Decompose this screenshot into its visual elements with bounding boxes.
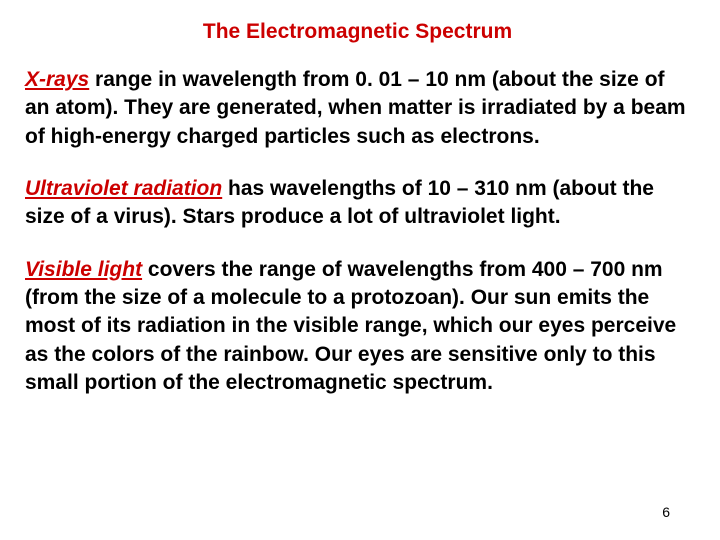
paragraph-xrays: X-rays range in wavelength from 0. 01 – … bbox=[25, 66, 690, 151]
paragraph-visible: Visible light covers the range of wavele… bbox=[25, 256, 690, 398]
page-number: 6 bbox=[662, 504, 670, 520]
slide-title: The Electromagnetic Spectrum bbox=[25, 20, 690, 44]
term-xrays: X-rays bbox=[25, 68, 89, 91]
body-xrays: range in wavelength from 0. 01 – 10 nm (… bbox=[25, 68, 686, 148]
term-visible: Visible light bbox=[25, 258, 142, 281]
term-ultraviolet: Ultraviolet radiation bbox=[25, 177, 222, 200]
paragraph-ultraviolet: Ultraviolet radiation has wavelengths of… bbox=[25, 175, 690, 232]
